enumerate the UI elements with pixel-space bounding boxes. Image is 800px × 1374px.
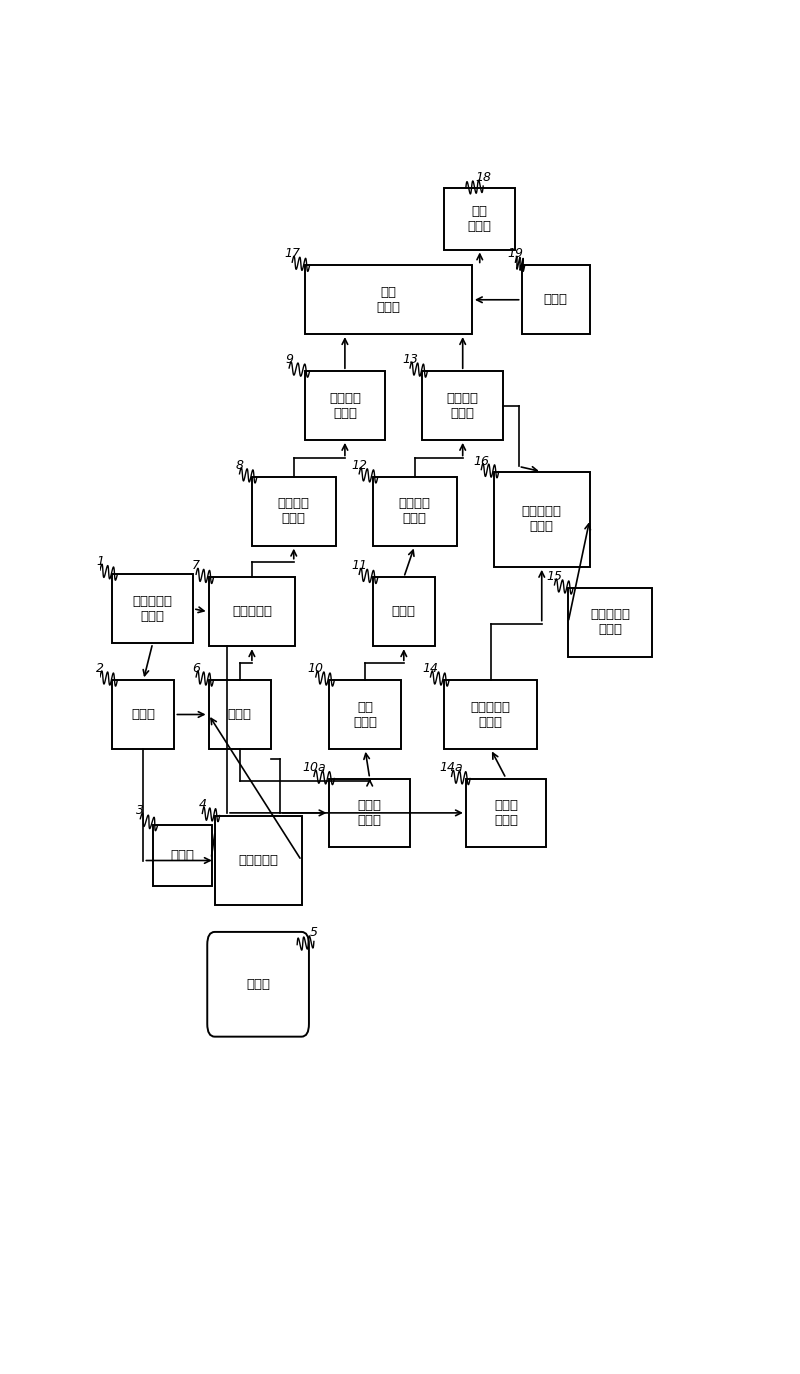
Bar (209, 577, 295, 646)
Bar (209, 680, 270, 749)
Text: 9: 9 (285, 353, 293, 365)
Text: 超声波探头: 超声波探头 (238, 855, 278, 867)
Bar (373, 477, 457, 545)
Text: 2: 2 (96, 662, 104, 675)
Text: 11: 11 (351, 559, 367, 573)
Text: 整相加法部: 整相加法部 (232, 606, 272, 618)
Text: 16: 16 (474, 455, 490, 467)
Text: 图像
显示部: 图像 显示部 (468, 205, 492, 232)
Text: 7: 7 (192, 559, 200, 573)
Bar (330, 680, 401, 749)
Text: 剪切波图像
构成部: 剪切波图像 构成部 (522, 506, 562, 533)
Text: 超声波收发
控制部: 超声波收发 控制部 (133, 595, 173, 622)
Bar (444, 680, 537, 749)
Text: 操作台: 操作台 (544, 293, 568, 306)
Text: 18: 18 (475, 172, 491, 184)
Bar (305, 265, 472, 334)
Bar (373, 577, 435, 646)
FancyBboxPatch shape (207, 932, 309, 1036)
Text: 3: 3 (136, 804, 144, 816)
Text: 剪切波传播
检测部: 剪切波传播 检测部 (470, 701, 510, 728)
Bar (494, 471, 590, 567)
Text: 发送部: 发送部 (131, 708, 155, 721)
Bar (330, 779, 410, 848)
Text: 10a: 10a (302, 761, 326, 775)
Bar (214, 816, 302, 905)
Text: 黑白扫描
转换器: 黑白扫描 转换器 (329, 392, 361, 419)
Bar (305, 371, 386, 440)
Text: 切换
加法部: 切换 加法部 (376, 286, 400, 313)
Bar (568, 588, 652, 657)
Text: 6: 6 (192, 662, 200, 675)
Text: 断层图像
构成部: 断层图像 构成部 (278, 497, 310, 525)
Text: 14: 14 (422, 662, 438, 675)
Text: 17: 17 (284, 247, 300, 260)
Text: 被检体: 被检体 (246, 978, 270, 991)
Text: 4: 4 (198, 798, 206, 812)
Bar (522, 265, 590, 334)
Text: 振动体: 振动体 (170, 849, 194, 863)
Text: 1: 1 (96, 555, 104, 567)
Text: 19: 19 (507, 247, 523, 260)
Text: 15: 15 (546, 570, 562, 583)
Bar (444, 188, 515, 250)
Text: 行数据
存储器: 行数据 存储器 (494, 798, 518, 827)
Text: 位移
测量部: 位移 测量部 (353, 701, 377, 728)
Text: 弹性性信息
运算部: 弹性性信息 运算部 (590, 609, 630, 636)
Text: 10: 10 (308, 662, 324, 675)
Bar (153, 824, 211, 886)
Text: 12: 12 (351, 459, 367, 471)
Bar (112, 680, 174, 749)
Text: 帧数据
存储器: 帧数据 存储器 (358, 798, 382, 827)
Text: 5: 5 (310, 926, 318, 940)
Text: 彩色扫描
转换器: 彩色扫描 转换器 (446, 392, 478, 419)
Bar (422, 371, 503, 440)
Text: 13: 13 (402, 353, 418, 365)
Text: 14a: 14a (440, 761, 463, 775)
Text: 接收部: 接收部 (227, 708, 251, 721)
Text: 运算部: 运算部 (392, 606, 416, 618)
Text: 8: 8 (235, 459, 243, 471)
Text: 弹性图像
构成部: 弹性图像 构成部 (398, 497, 430, 525)
Bar (112, 574, 193, 643)
Bar (252, 477, 336, 545)
Bar (466, 779, 546, 848)
